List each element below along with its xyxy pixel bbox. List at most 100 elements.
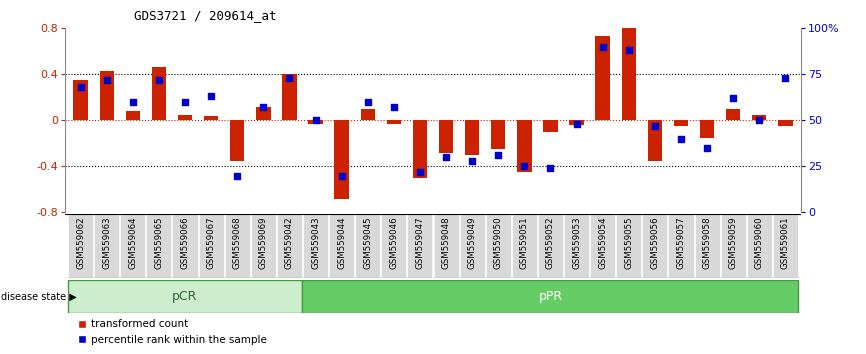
Bar: [465, 120, 480, 155]
Point: [465, 158, 479, 164]
Bar: [360, 109, 375, 120]
Text: GSM559064: GSM559064: [128, 217, 138, 269]
Text: GSM559061: GSM559061: [781, 217, 790, 269]
Bar: [178, 115, 192, 120]
Bar: [302, 280, 798, 313]
Bar: [538, 214, 563, 278]
Text: GDS3721 / 209614_at: GDS3721 / 209614_at: [134, 9, 277, 22]
Bar: [413, 120, 427, 178]
Bar: [674, 120, 688, 126]
Point: [256, 105, 270, 110]
Bar: [251, 214, 276, 278]
Bar: [329, 214, 354, 278]
Point: [204, 93, 218, 99]
Bar: [486, 214, 511, 278]
Point: [674, 136, 688, 142]
Bar: [517, 120, 532, 172]
Text: GSM559059: GSM559059: [728, 217, 738, 269]
Bar: [198, 214, 223, 278]
Bar: [669, 214, 694, 278]
Bar: [543, 120, 558, 132]
Text: GSM559054: GSM559054: [598, 217, 607, 269]
Point: [361, 99, 375, 105]
Bar: [386, 120, 401, 124]
Bar: [381, 214, 406, 278]
Legend: transformed count, percentile rank within the sample: transformed count, percentile rank withi…: [74, 315, 271, 349]
Bar: [204, 116, 218, 120]
Bar: [230, 120, 244, 161]
Point: [753, 118, 766, 123]
Bar: [512, 214, 537, 278]
Text: GSM559069: GSM559069: [259, 217, 268, 269]
Text: GSM559045: GSM559045: [363, 217, 372, 269]
Text: GSM559060: GSM559060: [755, 217, 764, 269]
Text: GSM559065: GSM559065: [154, 217, 164, 269]
Bar: [282, 74, 297, 120]
Bar: [695, 214, 720, 278]
Bar: [746, 214, 772, 278]
Bar: [146, 214, 171, 278]
Text: GSM559063: GSM559063: [102, 217, 111, 269]
Bar: [569, 120, 584, 125]
Point: [648, 123, 662, 129]
Text: GSM559043: GSM559043: [311, 217, 320, 269]
Bar: [491, 120, 506, 149]
Text: disease state ▶: disease state ▶: [1, 291, 76, 302]
Bar: [68, 280, 302, 313]
Bar: [126, 111, 140, 120]
Text: pCR: pCR: [172, 290, 197, 303]
Bar: [152, 67, 166, 120]
Point: [570, 121, 584, 127]
Point: [413, 169, 427, 175]
Bar: [622, 28, 636, 120]
Text: GSM559046: GSM559046: [390, 217, 398, 269]
Bar: [308, 120, 323, 124]
Text: GSM559049: GSM559049: [468, 217, 476, 269]
Text: GSM559067: GSM559067: [207, 217, 216, 269]
Text: GSM559044: GSM559044: [337, 217, 346, 269]
Text: GSM559047: GSM559047: [416, 217, 424, 269]
Bar: [94, 214, 120, 278]
Bar: [439, 120, 453, 153]
Text: GSM559050: GSM559050: [494, 217, 503, 269]
Bar: [120, 214, 145, 278]
Text: GSM559053: GSM559053: [572, 217, 581, 269]
Text: GSM559062: GSM559062: [76, 217, 85, 269]
Point: [308, 118, 322, 123]
Text: pPR: pPR: [539, 290, 563, 303]
Point: [700, 145, 714, 151]
Text: GSM559048: GSM559048: [442, 217, 450, 269]
Text: GSM559052: GSM559052: [546, 217, 555, 269]
Bar: [256, 107, 270, 120]
Point: [100, 77, 113, 83]
Text: GSM559056: GSM559056: [650, 217, 659, 269]
Point: [596, 44, 610, 50]
Point: [517, 164, 531, 169]
Bar: [434, 214, 459, 278]
Bar: [772, 214, 798, 278]
Point: [622, 47, 636, 53]
Point: [727, 96, 740, 101]
Bar: [617, 214, 642, 278]
Point: [178, 99, 192, 105]
Bar: [590, 214, 615, 278]
Bar: [303, 214, 328, 278]
Bar: [721, 214, 746, 278]
Text: GSM559068: GSM559068: [233, 217, 242, 269]
Point: [152, 77, 166, 83]
Bar: [700, 120, 714, 138]
Point: [126, 99, 139, 105]
Point: [230, 173, 244, 178]
Point: [491, 153, 505, 158]
Text: GSM559055: GSM559055: [624, 217, 633, 269]
Bar: [334, 120, 349, 199]
Bar: [779, 120, 792, 126]
Bar: [172, 214, 197, 278]
Text: GSM559042: GSM559042: [285, 217, 294, 269]
Bar: [74, 80, 87, 120]
Bar: [752, 115, 766, 120]
Text: GSM559051: GSM559051: [520, 217, 529, 269]
Bar: [726, 109, 740, 120]
Bar: [224, 214, 249, 278]
Bar: [460, 214, 485, 278]
